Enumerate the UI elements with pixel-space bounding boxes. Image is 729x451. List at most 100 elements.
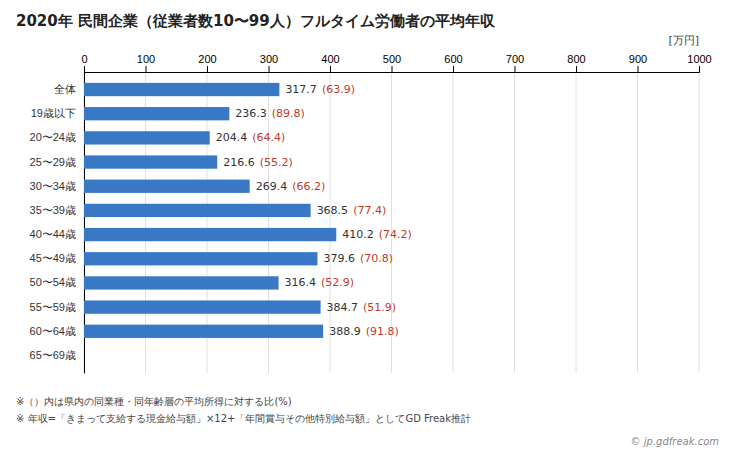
y-tick: 50〜54歳	[30, 276, 84, 288]
x-tick-label: 800	[567, 53, 585, 65]
x-tick-mark	[392, 66, 393, 72]
bar	[84, 107, 229, 120]
y-tick-label: 60〜64歳	[30, 325, 76, 337]
x-tick: 200	[198, 53, 216, 72]
grid-line	[514, 72, 515, 373]
y-tick-label: 65〜69歳	[30, 349, 76, 361]
x-tick-mark	[515, 66, 516, 72]
x-tick: 900	[629, 53, 647, 72]
x-tick-mark	[699, 66, 700, 72]
bar	[84, 131, 210, 144]
bar	[84, 252, 317, 265]
x-tick: 800	[567, 53, 585, 72]
x-tick-label: 700	[506, 53, 524, 65]
y-tick-label: 30〜34歳	[30, 180, 76, 192]
y-tick-label: 19歳以下	[31, 107, 76, 119]
x-tick: 0	[81, 53, 87, 72]
ratio-label: (66.2)	[292, 180, 325, 193]
y-tick: 40〜44歳	[30, 228, 84, 240]
plot: 0 100 200 300 400 500 600 700 800 900 1000 [万円] 全体 19…	[30, 34, 712, 374]
y-tick-label: 45〜49歳	[30, 252, 76, 264]
x-tick-label: 1000	[687, 53, 711, 65]
y-tick: 35〜39歳	[30, 204, 84, 216]
bar	[84, 155, 217, 168]
grid	[84, 72, 699, 373]
ratio-label: (70.8)	[360, 252, 393, 265]
ratio-label: (55.2)	[260, 156, 293, 169]
x-tick: 400	[321, 53, 339, 72]
grid-line	[576, 72, 577, 373]
y-tick: 全体	[54, 83, 84, 95]
y-tick: 55〜59歳	[30, 301, 84, 313]
y-tick-label: 55〜59歳	[30, 301, 76, 313]
bar	[84, 325, 323, 338]
data-labels: 317.7 (63.9) 236.3 (89.8) 204.4 (64.4) 216.6 (5…	[216, 83, 412, 338]
ratio-label: (89.8)	[272, 107, 305, 120]
ratio-label: (74.2)	[379, 228, 412, 241]
x-tick: 600	[444, 53, 462, 72]
ratio-label: (52.9)	[321, 276, 354, 289]
y-tick-label: 40〜44歳	[30, 228, 76, 240]
data-label: 317.7	[285, 83, 317, 96]
x-tick-mark	[146, 66, 147, 72]
x-tick-label: 0	[81, 53, 87, 65]
ratio-label: (64.4)	[252, 131, 285, 144]
y-axis: 全体 19歳以下 20〜24歳 25〜29歳 30〜34歳 35〜39歳 40〜44歳 45〜…	[30, 73, 85, 374]
x-tick-mark	[269, 66, 270, 72]
data-label: 410.2	[342, 228, 374, 241]
data-label: 236.3	[235, 107, 267, 120]
bar	[84, 300, 321, 313]
ratio-label: (77.4)	[353, 204, 386, 217]
title: 2020年 民間企業（従業者数10〜99人）フルタイム労働者の平均年収	[16, 12, 496, 30]
ratio-label: (91.8)	[366, 325, 399, 338]
grid-line	[637, 72, 638, 373]
ratio-label: (51.9)	[363, 301, 396, 314]
x-tick-label: 200	[198, 53, 216, 65]
x-tick-mark	[453, 66, 454, 72]
bar	[84, 83, 279, 96]
bar	[84, 349, 85, 362]
chart: 2020年 民間企業（従業者数10〜99人）フルタイム労働者の平均年収 0 100 2…	[0, 0, 729, 451]
data-label: 388.9	[329, 325, 361, 338]
x-tick-label: 900	[629, 53, 647, 65]
y-tick: 20〜24歳	[30, 131, 84, 143]
x-tick-label: 500	[383, 53, 401, 65]
x-tick-label: 400	[321, 53, 339, 65]
data-label: 269.4	[256, 180, 288, 193]
x-tick: 500	[383, 53, 401, 72]
y-tick-label: 全体	[54, 83, 76, 95]
bars	[84, 83, 336, 338]
watermark: © jp.gdfreak.com	[631, 436, 720, 447]
x-tick-mark	[330, 66, 331, 72]
x-tick-label: 100	[137, 53, 155, 65]
footnote: ※（）内は県内の同業種・同年齢層の平均所得に対する比(%)	[16, 396, 292, 407]
ratio-label: (63.9)	[322, 83, 355, 96]
data-label: 379.6	[323, 252, 355, 265]
y-tick-label: 50〜54歳	[30, 276, 76, 288]
x-tick: 700	[506, 53, 524, 72]
y-tick: 60〜64歳	[30, 325, 84, 337]
x-axis: 0 100 200 300 400 500 600 700 800 900 1000	[81, 53, 711, 73]
x-tick-mark	[207, 66, 208, 72]
x-tick-label: 300	[260, 53, 278, 65]
y-tick: 65〜69歳	[30, 349, 84, 361]
data-label: 216.6	[223, 156, 255, 169]
x-tick: 300	[260, 53, 278, 72]
y-tick-label: 20〜24歳	[30, 131, 76, 143]
x-axis-line	[85, 66, 700, 73]
data-label: 384.7	[327, 301, 359, 314]
x-tick: 1000	[687, 53, 711, 72]
data-label: 204.4	[216, 131, 248, 144]
data-label: 316.4	[285, 276, 317, 289]
bar	[84, 276, 279, 289]
grid-line	[699, 72, 700, 373]
footnote: ※ 年収=「きまって支給する現金給与額」×12+「年間賞与その他特別給与額」とし…	[16, 413, 471, 424]
x-tick: 100	[137, 53, 155, 72]
y-tick: 25〜29歳	[30, 156, 84, 168]
bar	[84, 204, 311, 217]
x-axis-label: [万円]	[668, 34, 699, 47]
x-tick-label: 600	[444, 53, 462, 65]
bar	[84, 228, 336, 241]
y-tick-label: 25〜29歳	[30, 156, 76, 168]
x-tick-mark	[576, 66, 577, 72]
